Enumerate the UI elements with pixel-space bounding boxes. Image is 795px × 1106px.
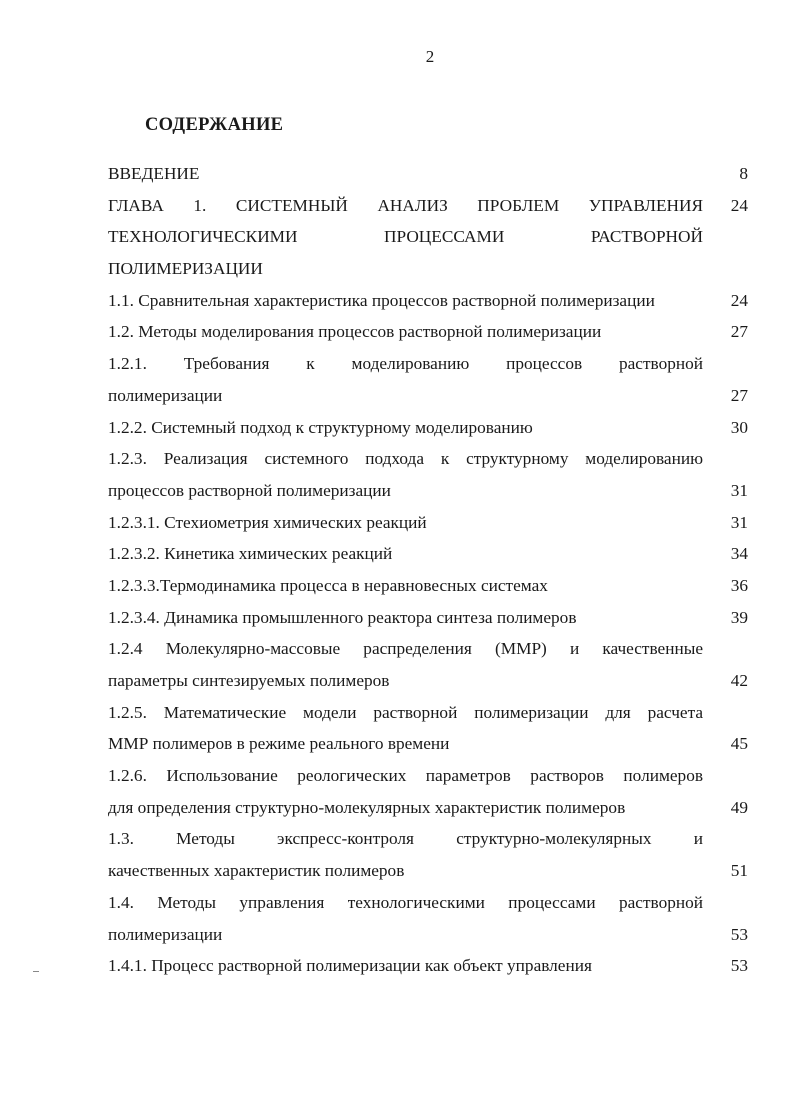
toc-entry-text: 1.4. Методы управления технологическими … — [108, 892, 703, 912]
toc-row: 1.2.4 Молекулярно-массовые распределения… — [108, 636, 748, 668]
toc-entry-text: 1.2.3.3.Термодинамика процесса в неравно… — [108, 575, 548, 595]
toc-entry-text: 1.2.4 Молекулярно-массовые распределения… — [108, 639, 703, 659]
toc-page-number: 31 — [730, 480, 748, 500]
toc-entry-text: 1.3. Методы экспресс-контроля структурно… — [108, 829, 703, 849]
toc-page-number — [703, 256, 748, 288]
toc-page-number — [703, 351, 748, 383]
toc-page-number: 30 — [730, 417, 748, 437]
toc-row: ММР полимеров в режиме реального времени… — [108, 731, 748, 763]
toc-entry-text: 1.2.3. Реализация системного подхода к с… — [108, 449, 703, 469]
toc-page-number: 8 — [739, 164, 748, 183]
toc-row: полимеризации 53 — [108, 922, 748, 954]
toc-row: 1.4. Методы управления технологическими … — [108, 890, 748, 922]
toc-page-number — [703, 890, 748, 922]
toc-entry-text: 1.2.2. Системный подход к структурному м… — [108, 417, 533, 437]
toc-row: ТЕХНОЛОГИЧЕСКИМИ ПРОЦЕССАМИ РАСТВОРНОЙ — [108, 224, 748, 256]
toc-row: параметры синтезируемых полимеров 42 — [108, 668, 748, 700]
toc-row: 1.3. Методы экспресс-контроля структурно… — [108, 826, 748, 858]
toc-row: ПОЛИМЕРИЗАЦИИ — [108, 256, 748, 288]
toc-page-number: 24 — [730, 195, 748, 215]
toc-page-number: 53 — [730, 924, 748, 944]
toc-page-number: 34 — [730, 544, 748, 564]
toc-row: 1.2.3.4. Динамика промышленного реактора… — [108, 605, 748, 637]
toc-page-number: 53 — [730, 956, 748, 976]
toc-row: 1.2.5. Математические модели растворной … — [108, 700, 748, 732]
toc-page-number: 31 — [730, 512, 748, 532]
toc-page-number: 36 — [730, 575, 748, 595]
toc-entry-text: ПОЛИМЕРИЗАЦИИ — [108, 259, 263, 279]
toc-page-number — [703, 224, 748, 256]
toc-entry-text: ГЛАВА 1. СИСТЕМНЫЙ АНАЛИЗ ПРОБЛЕМ УПРАВЛ… — [108, 195, 703, 215]
toc-page-number: 51 — [730, 861, 748, 881]
toc-row: ВВЕДЕНИЕ 8 — [108, 161, 748, 193]
toc-entry-text: 1.2. Методы моделирования процессов раст… — [108, 322, 602, 342]
toc-heading: СОДЕРЖАНИЕ — [145, 115, 284, 135]
toc-page-number — [703, 763, 748, 795]
toc-entry-text: ТЕХНОЛОГИЧЕСКИМИ ПРОЦЕССАМИ РАСТВОРНОЙ — [108, 227, 703, 247]
toc-page-number: 27 — [730, 385, 748, 405]
toc-row: 1.2.3. Реализация системного подхода к с… — [108, 446, 748, 478]
toc-page-number: 24 — [730, 290, 748, 310]
toc-entry-text: качественных характеристик полимеров — [108, 861, 405, 881]
toc-page-number: 45 — [730, 734, 748, 754]
toc-row: качественных характеристик полимеров 51 — [108, 858, 748, 890]
toc-page-number — [703, 826, 748, 858]
toc-row: для определения структурно-молекулярных … — [108, 795, 748, 827]
toc-entry-text: процессов растворной полимеризации — [108, 480, 391, 500]
toc-page-number — [703, 636, 748, 668]
toc-entry-text: 1.1. Сравнительная характеристика процес… — [108, 290, 655, 310]
toc-page-number: 27 — [730, 322, 748, 342]
toc-entry-text: параметры синтезируемых полимеров — [108, 671, 390, 690]
toc-entry-text: ВВЕДЕНИЕ — [108, 164, 200, 183]
toc-entry-text: ММР полимеров в режиме реального времени — [108, 734, 450, 754]
toc-page-number — [703, 700, 748, 732]
toc-page-number: 39 — [730, 607, 748, 627]
toc-page-number: 49 — [730, 797, 748, 817]
toc-entry-text: 1.4.1. Процесс растворной полимеризации … — [108, 956, 592, 976]
toc-entry-text: 1.2.5. Математические модели растворной … — [108, 702, 703, 722]
toc-page-number — [703, 446, 748, 478]
toc-row: 1.2.6. Использование реологических парам… — [108, 763, 748, 795]
toc-page-number: 42 — [730, 671, 748, 690]
toc-row: 1.2.3.3.Термодинамика процесса в неравно… — [108, 573, 748, 605]
table-of-contents: ВВЕДЕНИЕ 8 ГЛАВА 1. СИСТЕМНЫЙ АНАЛИЗ ПРОБЛ… — [108, 161, 748, 985]
toc-entry-text: 1.2.1. Требования к моделированию процес… — [108, 354, 703, 374]
toc-row: 1.2.1. Требования к моделированию процес… — [108, 351, 748, 383]
toc-entry-text: полимеризации — [108, 385, 223, 405]
toc-row: 1.2. Методы моделирования процессов раст… — [108, 319, 748, 351]
toc-row: 1.2.3.1. Стехиометрия химических реакций… — [108, 510, 748, 542]
toc-row: 1.1. Сравнительная характеристика процес… — [108, 288, 748, 320]
toc-row: 1.2.3.2. Кинетика химических реакций 34 — [108, 541, 748, 573]
toc-entry-text: полимеризации — [108, 924, 223, 944]
toc-row: 1.4.1. Процесс растворной полимеризации … — [108, 953, 748, 985]
toc-entry-text: 1.2.3.1. Стехиометрия химических реакций — [108, 512, 427, 532]
stray-mark — [33, 971, 39, 972]
toc-row: полимеризации 27 — [108, 383, 748, 415]
toc-row: процессов растворной полимеризации 31 — [108, 478, 748, 510]
toc-entry-text: 1.2.3.2. Кинетика химических реакций — [108, 544, 393, 564]
toc-entry-text: для определения структурно-молекулярных … — [108, 797, 626, 817]
toc-row: 1.2.2. Системный подход к структурному м… — [108, 415, 748, 447]
toc-entry-text: 1.2.6. Использование реологических парам… — [108, 766, 703, 786]
page-number: 2 — [425, 47, 435, 66]
toc-row: ГЛАВА 1. СИСТЕМНЫЙ АНАЛИЗ ПРОБЛЕМ УПРАВЛ… — [108, 193, 748, 225]
toc-entry-text: 1.2.3.4. Динамика промышленного реактора… — [108, 607, 577, 627]
